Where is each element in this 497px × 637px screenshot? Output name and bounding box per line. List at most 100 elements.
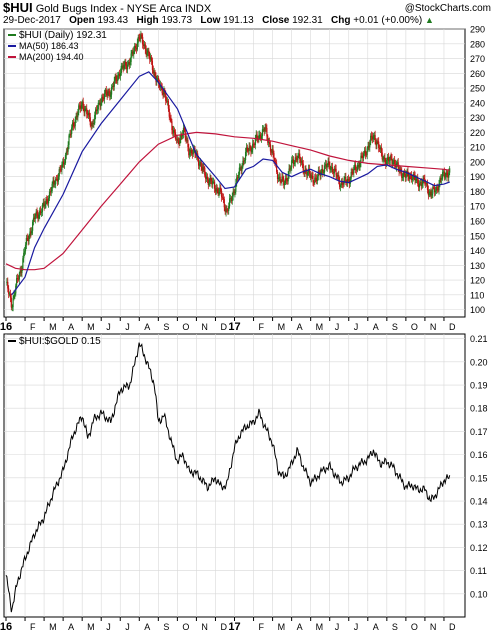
ratio-line (5, 342, 451, 613)
candle-body (32, 221, 34, 231)
candle-body (179, 138, 181, 144)
candle-body (44, 204, 46, 207)
candle-body (281, 176, 283, 182)
candle-body (416, 177, 418, 179)
candle-body (158, 78, 160, 84)
candle-body (87, 112, 90, 116)
candle-body (301, 160, 303, 164)
candle-body (46, 199, 48, 201)
candle-body (71, 127, 73, 134)
candle-body (224, 207, 226, 213)
candle-body (249, 146, 251, 148)
candle-body (86, 108, 88, 115)
candle-body (103, 98, 105, 100)
candle-body (206, 176, 209, 180)
candle-body (214, 188, 217, 192)
candle-body (302, 163, 304, 172)
candle-body (205, 175, 207, 179)
candle-body (290, 167, 292, 170)
candle-body (254, 138, 256, 145)
candle-body (289, 168, 291, 170)
candle-body (22, 258, 24, 269)
candle-body (234, 191, 236, 193)
ratio-x-tick-label: M (87, 622, 95, 632)
price-y-tick: 210 (470, 143, 485, 153)
candle-body (12, 298, 14, 308)
candle-body (226, 209, 228, 211)
ratio-y-tick: 0.20 (470, 357, 488, 367)
candle-body (268, 142, 271, 145)
candle-body (241, 166, 243, 171)
candle-body (330, 168, 332, 170)
candle-body (116, 79, 118, 82)
candle-body (349, 178, 351, 184)
candle-body (161, 86, 163, 94)
candle-body (142, 44, 145, 46)
candle-body (394, 160, 396, 165)
candle-body (275, 162, 277, 164)
candle-body (353, 167, 355, 173)
candle-body (118, 73, 120, 76)
candle-body (326, 165, 328, 168)
candle-body (250, 147, 252, 153)
candle-body (426, 183, 429, 190)
candle-body (78, 105, 80, 113)
candle-body (104, 89, 106, 94)
candle-body (272, 149, 274, 154)
candle-body (260, 136, 263, 139)
candle-body (63, 161, 65, 165)
price-x-tick-label: J (106, 322, 111, 332)
candle-body (67, 144, 69, 152)
candle-body (124, 61, 126, 66)
price-y-tick: 160 (470, 217, 485, 227)
candle-body (276, 163, 278, 172)
candle-body (157, 78, 159, 80)
candle-body (306, 171, 308, 176)
candle-body (93, 123, 95, 124)
price-x-tick-label: J (335, 322, 340, 332)
candle-body (238, 167, 240, 175)
candle-body (221, 191, 223, 198)
candle-body (382, 158, 384, 160)
candle-body (126, 66, 128, 70)
candle-body (267, 136, 269, 143)
candle-body (115, 76, 117, 80)
candle-body (108, 91, 110, 93)
candle-body (246, 147, 248, 151)
candle-body (11, 307, 13, 308)
ma200-line (5, 131, 450, 271)
candle-body (448, 172, 450, 178)
candle-body (331, 167, 334, 173)
price-y-tick: 220 (470, 128, 485, 138)
candle-body (51, 183, 53, 192)
price-x-tick-label: A (144, 322, 150, 332)
candle-body (189, 152, 191, 156)
price-y-tick: 260 (470, 69, 485, 79)
candle-body (434, 190, 437, 193)
candle-body (204, 167, 206, 176)
candle-body (55, 178, 58, 180)
candle-body (298, 153, 300, 156)
candle-body (244, 151, 247, 161)
price-x-tick-label: M (87, 322, 95, 332)
candle-body (325, 164, 327, 168)
candle-body (419, 182, 421, 184)
price-y-tick: 120 (470, 276, 485, 286)
candle-body (359, 162, 361, 168)
candle-body (379, 147, 382, 150)
candle-body (198, 164, 201, 166)
candle-body (8, 293, 11, 295)
candle-body (318, 170, 320, 174)
candle-body (432, 187, 434, 194)
candle-body (319, 173, 321, 176)
ratio-x-tick-label: A (297, 622, 303, 632)
candle-body (43, 202, 45, 207)
candle-body (213, 181, 215, 183)
candle-body (41, 205, 43, 213)
ratio-x-tick-label: M (49, 622, 57, 632)
candle-body (264, 127, 266, 132)
up-triangle-icon: ▲ (425, 15, 434, 25)
candle-body (205, 176, 208, 179)
candle-body (245, 147, 248, 152)
candle-body (445, 172, 447, 177)
